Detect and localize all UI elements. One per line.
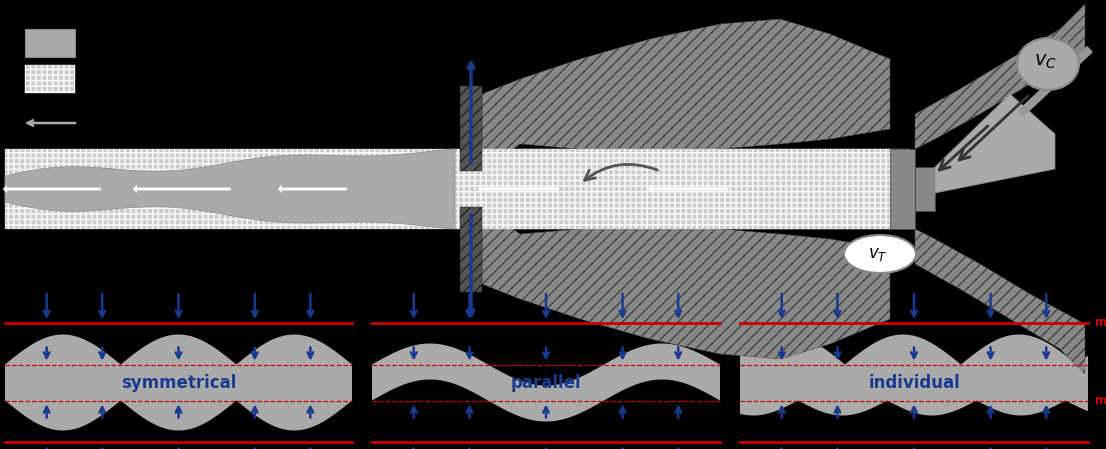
- Bar: [890, 149, 915, 229]
- Bar: [25, 65, 75, 93]
- Polygon shape: [372, 343, 720, 422]
- Bar: [6, 149, 910, 229]
- Text: $v_C$: $v_C$: [1034, 53, 1057, 71]
- Text: symmetrical: symmetrical: [121, 374, 237, 392]
- Bar: [915, 167, 935, 211]
- Polygon shape: [6, 335, 352, 431]
- Polygon shape: [482, 207, 890, 359]
- Text: min.: min.: [1095, 394, 1106, 407]
- Polygon shape: [740, 335, 1088, 415]
- Text: parallel: parallel: [511, 374, 582, 392]
- Bar: [460, 86, 482, 171]
- Polygon shape: [6, 149, 455, 229]
- Text: individual: individual: [868, 374, 960, 392]
- Ellipse shape: [844, 235, 916, 273]
- Text: $v_T$: $v_T$: [868, 245, 888, 263]
- Polygon shape: [482, 19, 890, 171]
- Text: max.: max.: [1095, 317, 1106, 330]
- Bar: [460, 207, 482, 292]
- Polygon shape: [935, 94, 1055, 193]
- Ellipse shape: [1018, 38, 1079, 90]
- Polygon shape: [915, 4, 1085, 149]
- Polygon shape: [915, 229, 1085, 374]
- Bar: [482, 149, 890, 229]
- Bar: [25, 29, 75, 57]
